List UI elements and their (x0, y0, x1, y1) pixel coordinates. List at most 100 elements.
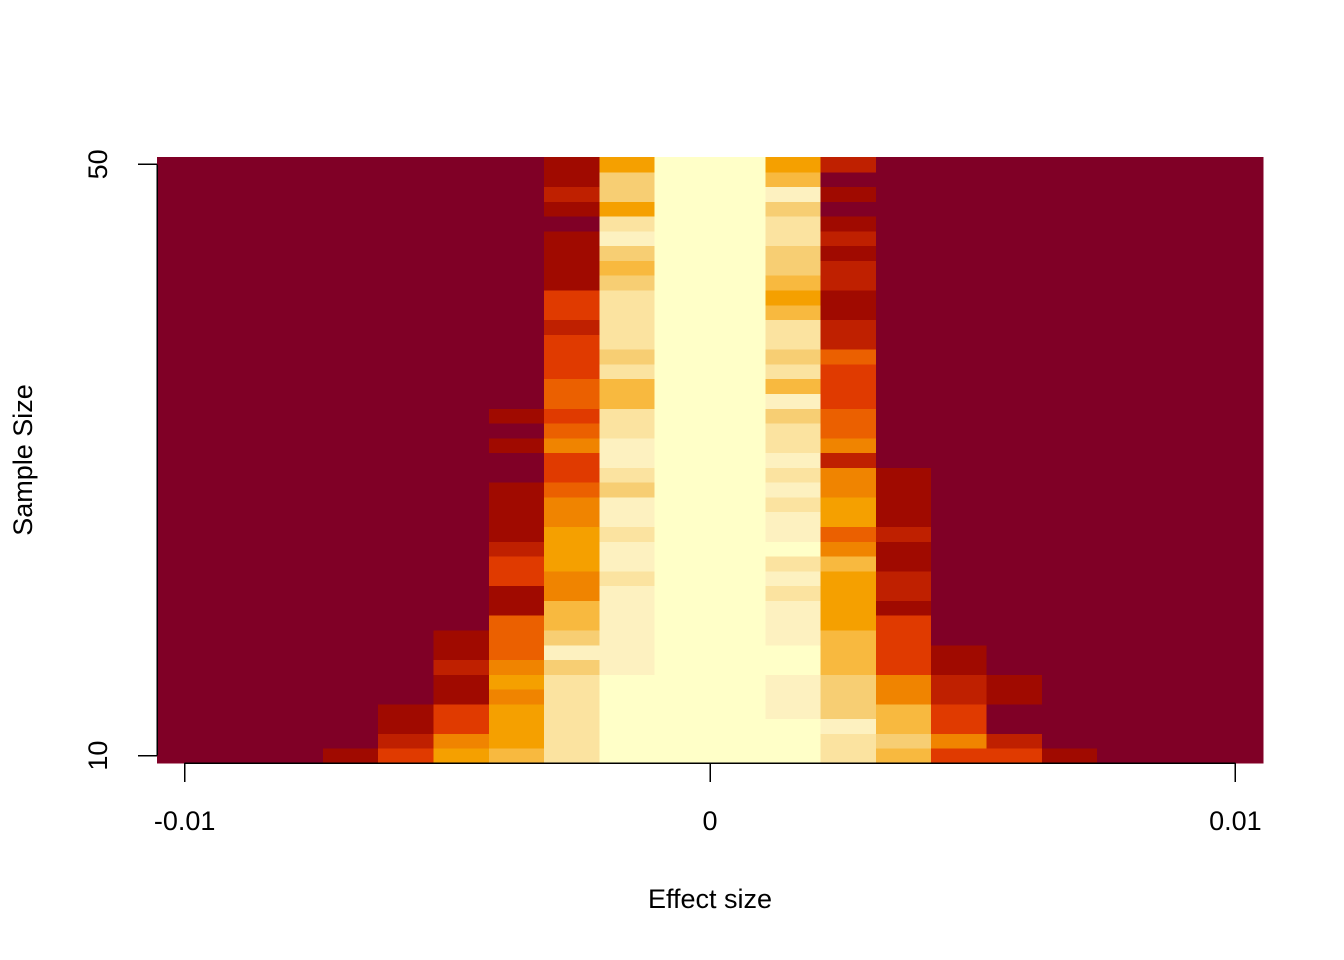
heat-cell (322, 423, 379, 439)
heat-cell (544, 408, 600, 424)
heat-cell (157, 556, 213, 572)
heat-cell (212, 541, 269, 557)
heat-cell (765, 600, 822, 616)
heat-cell (267, 437, 324, 454)
heat-cell (654, 275, 711, 291)
heat-cell (488, 674, 545, 690)
heat-cell (433, 482, 490, 498)
heat-cell (488, 201, 545, 217)
heat-cell (1041, 541, 1098, 557)
heat-cell (433, 600, 490, 616)
heat-cell (820, 570, 877, 587)
heat-cell (599, 245, 656, 261)
heat-cell (488, 644, 545, 661)
heat-cell (544, 319, 600, 335)
heat-cell (1041, 290, 1098, 306)
heat-cell (1097, 304, 1153, 321)
heat-cell (599, 304, 656, 321)
heat-cell (488, 482, 545, 498)
heat-cell (544, 659, 600, 675)
heat-cell (820, 171, 877, 188)
heat-cell (931, 334, 987, 350)
heat-cell (1207, 245, 1264, 261)
heat-cell (212, 570, 269, 587)
heat-cell (267, 452, 324, 468)
heat-cell (710, 615, 766, 631)
heat-cell (710, 585, 766, 601)
heat-cell (986, 304, 1043, 321)
heat-cell (654, 452, 711, 468)
heat-cell (433, 733, 490, 749)
heat-cell (875, 304, 932, 321)
heat-cell (1207, 157, 1264, 173)
heat-cell (378, 482, 434, 498)
heat-cell (544, 245, 600, 261)
heat-cell (986, 703, 1043, 720)
heat-cell (267, 290, 324, 306)
heat-cell (322, 334, 379, 350)
heat-cell (433, 659, 490, 675)
heat-cell (599, 674, 656, 690)
heat-cell (488, 334, 545, 350)
heat-cell (875, 600, 932, 616)
heat-cell (710, 570, 766, 587)
heat-cell (1207, 526, 1264, 542)
heat-cell (433, 363, 490, 380)
heat-cell (212, 659, 269, 675)
heat-cell (931, 437, 987, 454)
heat-cell (212, 467, 269, 483)
heat-cell (433, 393, 490, 409)
heat-cell (1097, 186, 1153, 202)
heat-cell (654, 363, 711, 380)
heat-cell (1152, 644, 1209, 661)
heat-cell (157, 437, 213, 454)
heat-cell (322, 437, 379, 454)
heat-cell (322, 496, 379, 513)
heat-cell (1097, 600, 1153, 616)
heat-cell (267, 334, 324, 350)
heat-cell (875, 496, 932, 513)
heat-cell (212, 423, 269, 439)
heat-cell (986, 629, 1043, 646)
heat-cell (1152, 378, 1209, 394)
heat-cell (433, 570, 490, 587)
heat-cell (765, 467, 822, 483)
heat-cell (157, 659, 213, 675)
heat-cell (267, 363, 324, 380)
heat-cell (654, 585, 711, 601)
heat-cell (212, 201, 269, 217)
heat-cell (1152, 733, 1209, 749)
heat-cell (378, 496, 434, 513)
heat-cell (1207, 216, 1264, 232)
heat-cell (544, 304, 600, 321)
heat-cell (433, 748, 490, 764)
heat-cell (820, 157, 877, 173)
heat-cell (1152, 748, 1209, 764)
heat-cell (157, 378, 213, 394)
heat-cell (875, 260, 932, 276)
heat-cell (212, 496, 269, 513)
heat-cell (710, 157, 766, 173)
heat-cell (1097, 467, 1153, 483)
heat-cell (599, 290, 656, 306)
heat-cell (544, 511, 600, 528)
heat-cell (1207, 718, 1264, 734)
y-tick-label: 50 (83, 149, 113, 179)
heat-cell (322, 748, 379, 764)
heat-cell (765, 452, 822, 468)
heat-cell (212, 644, 269, 661)
heat-cell (488, 260, 545, 276)
heat-cell (710, 290, 766, 306)
heat-cell (654, 467, 711, 483)
heat-cell (267, 378, 324, 394)
heat-cell (765, 644, 822, 661)
heat-cell (544, 290, 600, 306)
heat-cell (322, 659, 379, 675)
heat-cell (1152, 585, 1209, 601)
heat-cell (322, 629, 379, 646)
heat-cell (710, 467, 766, 483)
heat-cell (322, 290, 379, 306)
heat-cell (710, 304, 766, 321)
heat-cell (986, 171, 1043, 188)
heat-cell (1041, 260, 1098, 276)
